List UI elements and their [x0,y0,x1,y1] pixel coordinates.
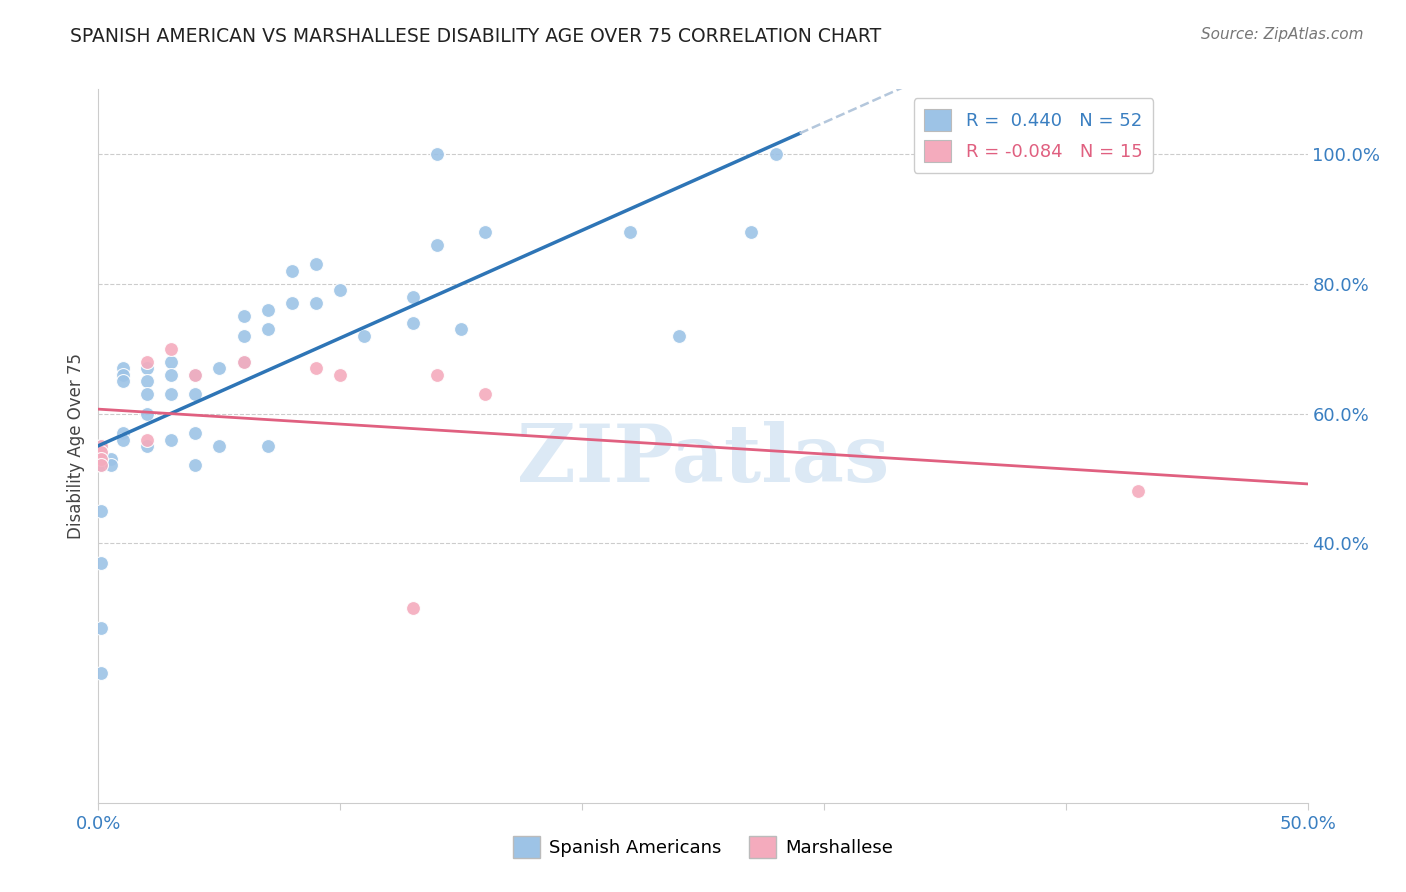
Point [111,425,134,440]
Point [305,296,328,310]
Point [256,302,278,317]
Point [184,458,207,473]
Point [232,310,254,324]
Point [135,354,157,368]
Point [184,368,207,382]
Point [90,556,112,570]
Point [281,296,304,310]
Point [160,354,183,368]
Text: SPANISH AMERICAN VS MARSHALLESE DISABILITY AGE OVER 75 CORRELATION CHART: SPANISH AMERICAN VS MARSHALLESE DISABILI… [70,27,882,45]
Point [90,439,112,453]
Point [100,452,122,467]
Point [111,361,134,376]
Point [111,433,134,447]
Point [426,368,449,382]
Point [160,342,183,356]
Point [305,257,328,271]
Point [135,439,157,453]
Text: ZIPatlas: ZIPatlas [517,421,889,500]
Point [450,322,472,336]
Point [135,387,157,401]
Point [90,621,112,635]
Point [90,439,112,453]
Point [305,361,328,376]
Point [90,452,112,467]
Point [184,368,207,382]
Point [619,225,641,239]
Point [135,407,157,421]
Point [329,368,352,382]
Point [402,601,425,615]
Point [160,387,183,401]
Text: Source: ZipAtlas.com: Source: ZipAtlas.com [1201,27,1364,42]
Point [208,361,231,376]
Point [184,387,207,401]
Point [135,374,157,388]
Point [1128,484,1150,499]
Point [90,445,112,459]
Point [329,283,352,297]
Point [135,361,157,376]
Point [160,433,183,447]
Point [474,225,496,239]
Point [90,458,112,473]
Point [111,374,134,388]
Point [208,439,231,453]
Point [353,328,375,343]
Point [90,458,112,473]
Point [402,290,425,304]
Point [426,147,449,161]
Point [232,328,254,343]
Point [256,439,278,453]
Point [160,368,183,382]
Point [765,147,787,161]
Point [281,264,304,278]
Point [90,504,112,518]
Point [184,425,207,440]
Point [740,225,762,239]
Point [90,666,112,681]
Point [90,452,112,467]
Point [426,238,449,252]
Point [256,322,278,336]
Point [100,458,122,473]
Legend: Spanish Americans, Marshallese: Spanish Americans, Marshallese [506,829,900,865]
Point [232,354,254,368]
Point [474,387,496,401]
Point [232,354,254,368]
Point [111,368,134,382]
Point [668,328,690,343]
Point [135,433,157,447]
Y-axis label: Disability Age Over 75: Disability Age Over 75 [66,353,84,539]
Point [402,316,425,330]
Point [90,445,112,459]
